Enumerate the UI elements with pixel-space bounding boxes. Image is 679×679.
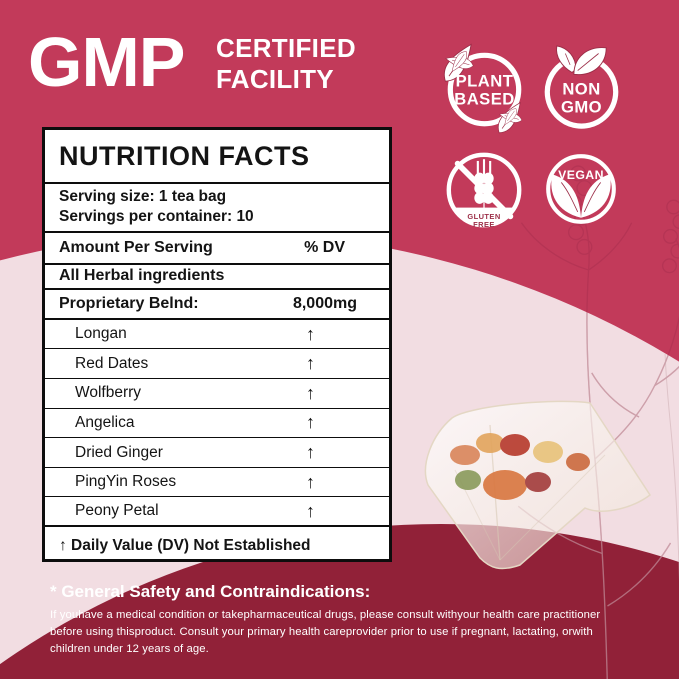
svg-text:FREE: FREE xyxy=(473,220,495,229)
svg-text:NON: NON xyxy=(562,79,600,98)
svg-text:BASED: BASED xyxy=(454,90,515,109)
svg-text:VEGAN: VEGAN xyxy=(558,168,604,182)
svg-text:PLANT: PLANT xyxy=(456,72,514,91)
svg-text:GMO: GMO xyxy=(561,97,602,116)
